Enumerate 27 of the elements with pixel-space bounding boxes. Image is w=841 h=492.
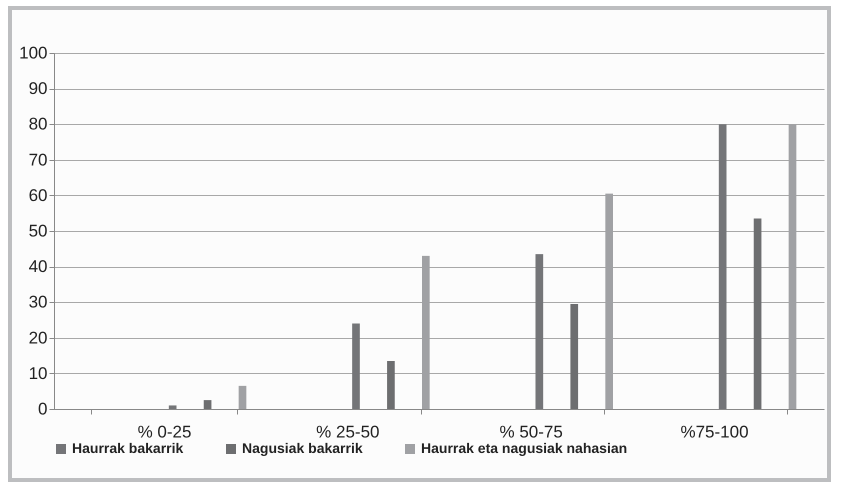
- x-tick-label: %75-100: [680, 422, 749, 442]
- bar: [535, 254, 544, 409]
- y-tick-label: 70: [28, 150, 48, 170]
- y-tick-label: 80: [28, 114, 48, 134]
- y-tick-label: 50: [28, 222, 48, 240]
- y-tick-label: 30: [28, 292, 48, 312]
- bar: [204, 400, 212, 409]
- y-tick-label: 20: [28, 328, 48, 348]
- y-tick-label: 90: [28, 79, 48, 98]
- bar: [754, 218, 762, 409]
- y-tick-label: 60: [28, 186, 48, 205]
- bar: [168, 405, 176, 409]
- bar: [352, 324, 360, 409]
- y-tick-label: 40: [28, 257, 48, 276]
- bar: [238, 386, 246, 409]
- bar: [570, 304, 578, 409]
- legend-label: Haurrak eta nagusiak nahasian: [421, 440, 628, 456]
- y-tick-label: 0: [38, 400, 48, 418]
- x-tick-label: % 50-75: [500, 422, 563, 442]
- bar: [718, 124, 726, 409]
- x-tick-label: % 25-50: [316, 422, 380, 442]
- bar: [387, 360, 395, 409]
- y-tick-label: 10: [28, 364, 48, 383]
- legend-label: Nagusiak bakarrik: [242, 440, 363, 456]
- y-tick-label: 100: [19, 44, 48, 62]
- x-tick-label: % 0-25: [138, 422, 192, 442]
- legend-label: Haurrak bakarrik: [72, 440, 184, 456]
